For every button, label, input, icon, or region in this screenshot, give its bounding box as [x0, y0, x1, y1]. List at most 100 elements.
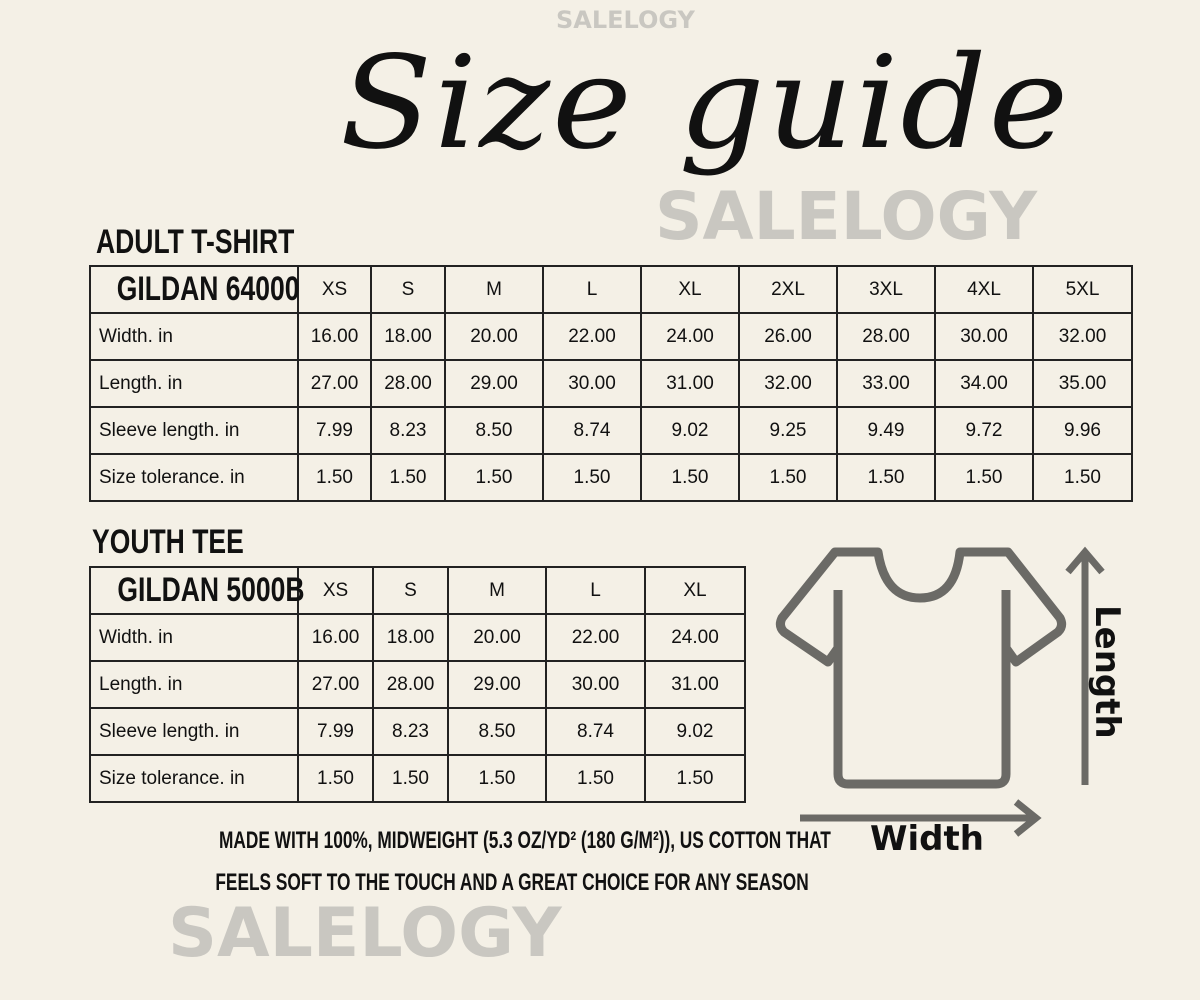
table-cell: 1.50: [545, 754, 646, 803]
size-header: 2XL: [738, 265, 838, 314]
table-cell: 1.50: [738, 453, 838, 502]
size-header: 5XL: [1032, 265, 1133, 314]
table-cell: 18.00: [372, 613, 449, 662]
fabric-note: MADE WITH 100%, MIDWEIGHT (5.3 OZ/YD² (1…: [100, 820, 830, 904]
table-row: Sleeve length. in 7.99 8.23 8.50 8.74 9.02: [89, 707, 746, 756]
table-cell: 1.50: [370, 453, 446, 502]
length-label: Length: [1087, 605, 1127, 739]
length-arrow: [1065, 546, 1105, 785]
table-cell: 24.00: [644, 613, 746, 662]
model-label: GILDAN 64000: [116, 270, 300, 308]
table-cell: 9.49: [836, 406, 936, 455]
table-cell: 7.99: [297, 406, 372, 455]
table-cell: 8.50: [444, 406, 544, 455]
size-header: M: [444, 265, 544, 314]
table-cell: 28.00: [836, 312, 936, 361]
row-label: Length. in: [89, 660, 299, 709]
table-cell: 9.72: [934, 406, 1034, 455]
table-cell: 7.99: [297, 707, 374, 756]
table-cell: 33.00: [836, 359, 936, 408]
table-cell: 1.50: [640, 453, 740, 502]
table-cell: 32.00: [738, 359, 838, 408]
table-cell: 27.00: [297, 660, 374, 709]
measurement-diagram: Length Width: [775, 546, 1127, 859]
table-cell: 31.00: [640, 359, 740, 408]
page-title: Size guide: [340, 29, 1071, 178]
table-cell: 9.25: [738, 406, 838, 455]
row-label: Sleeve length. in: [89, 707, 299, 756]
table-cell: 31.00: [644, 660, 746, 709]
width-arrow: [800, 799, 1042, 837]
table-cell: 27.00: [297, 359, 372, 408]
size-header: M: [447, 566, 547, 615]
table-cell: 1.50: [1032, 453, 1133, 502]
table-cell: 22.00: [542, 312, 642, 361]
t-shirt-icon: [775, 547, 1067, 789]
table-cell: 35.00: [1032, 359, 1133, 408]
table-cell: 8.74: [542, 406, 642, 455]
table-cell: 1.50: [836, 453, 936, 502]
size-header: XL: [640, 265, 740, 314]
table-row: Size tolerance. in 1.50 1.50 1.50 1.50 1.50 1.…: [89, 453, 1133, 502]
table-cell: 30.00: [934, 312, 1034, 361]
table-cell: 9.02: [644, 707, 746, 756]
adult-size-table: GILDAN 64000 XS S M L XL 2XL 3XL 4XL 5XL Width. in…: [89, 265, 1133, 502]
table-cell: 8.50: [447, 707, 547, 756]
size-header: XL: [644, 566, 746, 615]
width-label: Width: [870, 819, 984, 859]
table-cell: 16.00: [297, 312, 372, 361]
table-cell: 1.50: [447, 754, 547, 803]
table-cell: 8.23: [370, 406, 446, 455]
table-cell: 28.00: [372, 660, 449, 709]
table-cell: 32.00: [1032, 312, 1133, 361]
table-cell: 26.00: [738, 312, 838, 361]
table-row: Width. in 16.00 18.00 20.00 22.00 24.00: [89, 613, 746, 662]
table-row: Length. in 27.00 28.00 29.00 30.00 31.00: [89, 660, 746, 709]
model-label: GILDAN 5000B: [117, 571, 305, 609]
table-cell: 1.50: [542, 453, 642, 502]
size-header: XS: [297, 566, 374, 615]
model-name: GILDAN 64000: [89, 265, 300, 314]
row-label: Length. in: [89, 359, 299, 408]
header-row: GILDAN 64000 XS S M L XL 2XL 3XL 4XL 5XL: [89, 265, 1133, 314]
size-header: L: [542, 265, 642, 314]
table-cell: 20.00: [444, 312, 544, 361]
table-cell: 16.00: [297, 613, 374, 662]
fabric-note-line-2: FEELS SOFT TO THE TOUCH AND A GREAT CHOI…: [215, 869, 809, 896]
table-cell: 29.00: [444, 359, 544, 408]
size-header: S: [370, 265, 446, 314]
table-cell: 29.00: [447, 660, 547, 709]
table-cell: 1.50: [444, 453, 544, 502]
size-header: L: [545, 566, 646, 615]
table-cell: 34.00: [934, 359, 1034, 408]
youth-size-table: GILDAN 5000B XS S M L XL Width. in 16.00 18.00 20…: [89, 566, 746, 803]
table-cell: 9.02: [640, 406, 740, 455]
table-row: Width. in 16.00 18.00 20.00 22.00 24.00 26.00 2…: [89, 312, 1133, 361]
table-cell: 1.50: [297, 754, 374, 803]
table-cell: 9.96: [1032, 406, 1133, 455]
table-cell: 20.00: [447, 613, 547, 662]
row-label: Size tolerance. in: [89, 754, 299, 803]
watermark-bottom: SALELOGY: [168, 894, 562, 973]
table-cell: 8.74: [545, 707, 646, 756]
size-header: S: [372, 566, 449, 615]
table-cell: 18.00: [370, 312, 446, 361]
youth-section-title: YOUTH TEE: [92, 523, 244, 561]
table-cell: 8.23: [372, 707, 449, 756]
table-cell: 30.00: [542, 359, 642, 408]
table-cell: 1.50: [934, 453, 1034, 502]
row-label: Width. in: [89, 613, 299, 662]
watermark-middle: SALELOGY: [655, 178, 1038, 255]
table-cell: 1.50: [644, 754, 746, 803]
table-cell: 1.50: [372, 754, 449, 803]
table-row: Length. in 27.00 28.00 29.00 30.00 31.00 32.00…: [89, 359, 1133, 408]
table-cell: 30.00: [545, 660, 646, 709]
table-cell: 24.00: [640, 312, 740, 361]
row-label: Size tolerance. in: [89, 453, 299, 502]
table-cell: 28.00: [370, 359, 446, 408]
table-cell: 22.00: [545, 613, 646, 662]
table-cell: 1.50: [297, 453, 372, 502]
watermark-top: SALELOGY: [556, 6, 695, 34]
fabric-note-line-1: MADE WITH 100%, MIDWEIGHT (5.3 OZ/YD² (1…: [218, 827, 831, 854]
size-header: XS: [297, 265, 372, 314]
